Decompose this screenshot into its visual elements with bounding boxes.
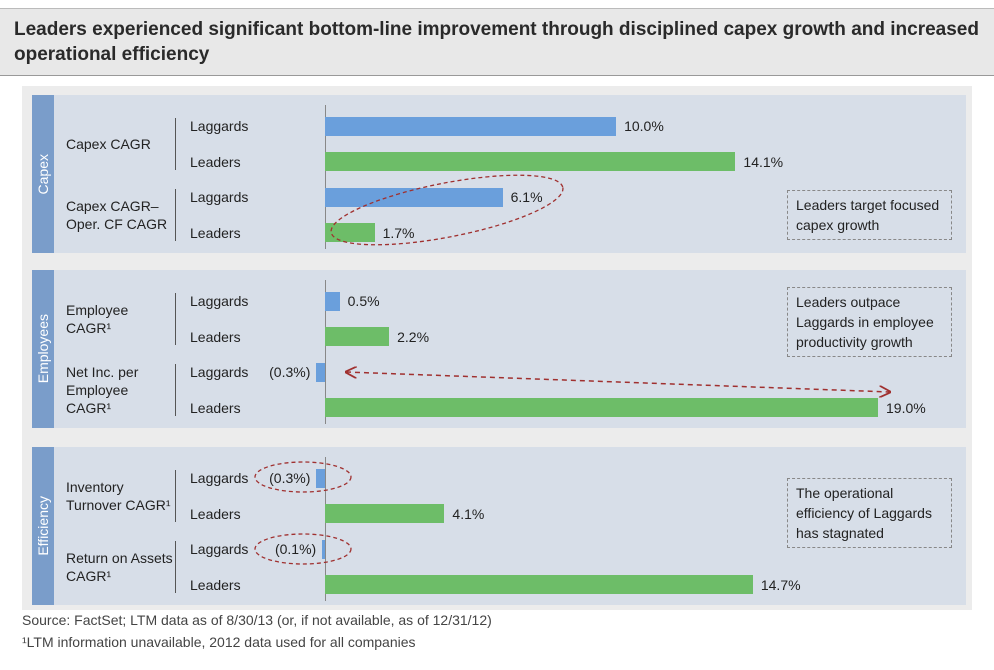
annotation: Leaders outpace Laggards in employee pro… — [787, 287, 952, 357]
category-label: Employee CAGR¹ — [66, 301, 129, 336]
highlight-ellipse — [330, 174, 564, 246]
value-label: 1.7% — [382, 224, 415, 241]
panel-tab: Efficiency — [32, 447, 54, 605]
panel-tab: Capex — [32, 95, 54, 253]
bar — [325, 187, 503, 207]
series-label: Leaders — [190, 328, 241, 345]
annotation: Leaders target focused capex growth — [787, 190, 952, 240]
category-label: Capex CAGR– Oper. CF CAGR — [66, 197, 168, 232]
group-divider — [175, 293, 176, 345]
bar — [316, 468, 326, 488]
bar — [322, 539, 326, 559]
bar — [325, 504, 445, 523]
bar — [325, 223, 375, 242]
zero-axis — [325, 457, 327, 601]
category-label: Inventory Turnover CAGR¹ — [66, 478, 171, 513]
value-label: 4.1% — [452, 505, 485, 522]
group-divider — [175, 470, 176, 522]
series-label: Laggards — [190, 189, 249, 205]
zero-axis — [325, 105, 327, 249]
highlight-ellipse — [254, 533, 352, 565]
source: Source: FactSet; LTM data as of 8/30/13 … — [22, 612, 492, 628]
series-label: Laggards — [190, 293, 249, 309]
value-label: 6.1% — [510, 189, 543, 205]
category-label: Return on Assets CAGR¹ — [66, 549, 173, 584]
comparison-arrow — [346, 372, 890, 392]
annotation: The operational efficiency of Laggards h… — [787, 478, 952, 548]
value-label: 19.0% — [886, 399, 926, 416]
group-divider — [175, 118, 176, 170]
panel-tab: Employees — [32, 270, 54, 428]
group-divider — [175, 541, 176, 593]
value-label: (0.1%) — [274, 541, 317, 557]
series-label: Leaders — [190, 399, 241, 416]
bar — [325, 327, 390, 346]
category-label: Capex CAGR — [66, 135, 151, 152]
value-label: (0.3%) — [269, 470, 311, 486]
bar — [325, 152, 736, 171]
bar — [316, 362, 326, 382]
bar — [325, 575, 753, 594]
series-label: Leaders — [190, 505, 241, 522]
bar — [325, 291, 340, 311]
series-label: Leaders — [190, 153, 241, 170]
value-label: 10.0% — [624, 118, 664, 134]
value-label: 2.2% — [397, 328, 430, 345]
chart-title: Leaders experienced significant bottom-l… — [14, 19, 979, 65]
zero-axis — [325, 280, 327, 424]
series-label: Leaders — [190, 576, 241, 593]
highlight-ellipse — [254, 461, 352, 493]
group-divider — [175, 364, 176, 416]
bar — [325, 398, 878, 417]
value-label: 14.1% — [743, 153, 784, 170]
value-label: 0.5% — [347, 293, 380, 309]
value-label: 14.7% — [760, 576, 801, 593]
value-label: (0.3%) — [269, 364, 311, 380]
series-label: Laggards — [190, 118, 249, 134]
group-divider — [175, 189, 176, 241]
series-label: Laggards — [190, 541, 249, 557]
series-label: Laggards — [190, 470, 249, 486]
bar — [325, 116, 617, 136]
series-label: Leaders — [190, 224, 241, 241]
footnote: ¹LTM information unavailable, 2012 data … — [22, 634, 416, 650]
category-label: Net Inc. per Employee CAGR¹ — [66, 363, 139, 416]
series-label: Laggards — [190, 364, 249, 380]
title-band: Leaders experienced significant bottom-l… — [0, 8, 994, 76]
